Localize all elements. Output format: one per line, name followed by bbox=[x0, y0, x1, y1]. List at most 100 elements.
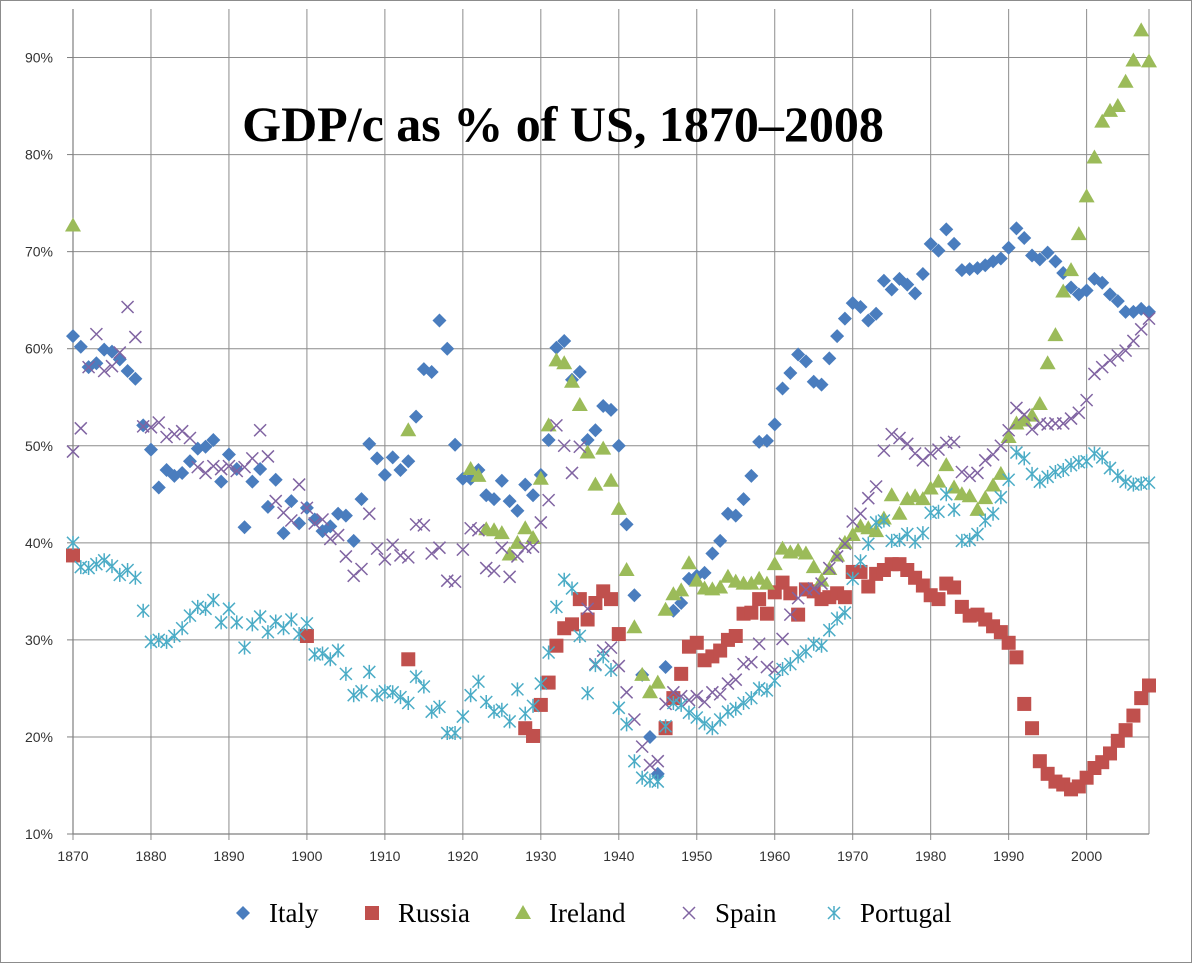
portugal-point bbox=[432, 699, 446, 714]
spain-point bbox=[300, 501, 314, 515]
spain-point bbox=[557, 439, 571, 453]
portugal-point bbox=[97, 553, 111, 568]
russia-point bbox=[572, 592, 587, 607]
portugal-point bbox=[1056, 463, 1070, 478]
portugal-point bbox=[877, 513, 891, 528]
portugal-point bbox=[261, 625, 275, 640]
portugal-point bbox=[604, 662, 618, 677]
spain-point bbox=[230, 464, 244, 478]
x-tick-label: 1950 bbox=[681, 848, 712, 864]
ireland-point bbox=[797, 545, 814, 560]
spain-point bbox=[1072, 406, 1086, 420]
spain-point bbox=[362, 507, 376, 521]
portugal-point bbox=[627, 754, 641, 769]
ireland-point bbox=[587, 476, 604, 491]
italy-point bbox=[502, 494, 517, 509]
spain-point bbox=[284, 513, 298, 528]
portugal-point bbox=[721, 704, 735, 719]
italy-point bbox=[1095, 275, 1110, 290]
spain-point bbox=[635, 740, 649, 754]
ireland-point bbox=[868, 523, 885, 538]
spain-point bbox=[432, 541, 446, 555]
italy-point bbox=[541, 432, 556, 447]
spain-point bbox=[214, 462, 228, 476]
portugal-point bbox=[214, 615, 228, 630]
x-tick-label: 2000 bbox=[1071, 848, 1102, 864]
portugal-point bbox=[830, 611, 844, 626]
russia-point bbox=[861, 579, 876, 594]
ireland-point bbox=[1117, 73, 1134, 88]
portugal-point bbox=[479, 695, 493, 709]
ireland-point bbox=[1055, 283, 1072, 298]
russia-point bbox=[713, 643, 728, 658]
portugal-point bbox=[838, 605, 852, 620]
spain-point bbox=[315, 512, 330, 527]
spain-point bbox=[160, 430, 174, 444]
spain-point bbox=[386, 538, 400, 552]
portugal-point bbox=[89, 557, 103, 572]
spain-point bbox=[144, 420, 158, 434]
spain-point bbox=[573, 440, 587, 454]
italy-point bbox=[370, 451, 385, 466]
italy-point bbox=[1048, 254, 1063, 269]
ireland-point bbox=[1047, 327, 1064, 342]
ireland-point bbox=[634, 666, 651, 681]
italy-point bbox=[253, 462, 268, 477]
portugal-point bbox=[822, 623, 836, 638]
italy-point bbox=[245, 474, 260, 489]
ireland-point bbox=[969, 501, 986, 516]
ireland-point bbox=[930, 473, 947, 488]
ireland-point bbox=[1133, 22, 1150, 37]
legend: Italy Russia Ireland Spain Portugal bbox=[236, 898, 952, 928]
spain-point bbox=[183, 431, 197, 445]
italy-point bbox=[510, 503, 525, 518]
italy-point bbox=[993, 251, 1008, 266]
italy-point bbox=[1009, 221, 1024, 236]
russia-point bbox=[611, 627, 626, 642]
portugal-point bbox=[737, 695, 751, 710]
spain-point bbox=[1017, 408, 1031, 422]
portugal-point bbox=[791, 649, 805, 664]
portugal-point bbox=[409, 669, 423, 684]
portugal-point bbox=[66, 535, 80, 550]
legend-marker-russia bbox=[365, 906, 379, 920]
italy-point bbox=[260, 499, 275, 514]
portugal-point bbox=[947, 502, 961, 517]
portugal-point bbox=[113, 567, 127, 582]
portugal-point bbox=[1095, 450, 1109, 465]
spain-point bbox=[354, 562, 369, 576]
italy-point bbox=[432, 313, 447, 328]
italy-point bbox=[884, 282, 899, 297]
spain-point bbox=[830, 549, 844, 563]
russia-point bbox=[947, 580, 962, 595]
portugal-point bbox=[1048, 464, 1062, 479]
spain-point bbox=[682, 693, 696, 707]
portugal-point bbox=[549, 599, 563, 614]
ireland-point bbox=[1141, 53, 1157, 68]
ireland-point bbox=[719, 568, 736, 583]
x-tick-label: 1910 bbox=[369, 848, 400, 864]
italy-point bbox=[915, 266, 930, 281]
italy-point bbox=[572, 365, 587, 379]
portugal-point bbox=[892, 532, 907, 547]
legend-marker-ireland bbox=[515, 905, 531, 919]
y-tick-label: 20% bbox=[25, 729, 53, 745]
italy-point bbox=[923, 236, 938, 251]
y-tick-label: 90% bbox=[25, 50, 53, 66]
spain-point bbox=[401, 550, 415, 564]
spain-point bbox=[425, 546, 439, 561]
spain-point bbox=[955, 465, 969, 479]
ireland-point bbox=[680, 555, 697, 570]
portugal-point bbox=[776, 662, 790, 676]
italy-point bbox=[642, 729, 657, 744]
spain-point bbox=[292, 478, 306, 492]
italy-point bbox=[440, 341, 455, 356]
italy-point bbox=[73, 339, 88, 354]
portugal-point bbox=[456, 709, 470, 724]
portugal-point bbox=[269, 614, 283, 629]
russia-point bbox=[1110, 733, 1125, 748]
italy-point bbox=[229, 462, 244, 477]
italy-point bbox=[1017, 231, 1032, 246]
portugal-point bbox=[526, 698, 540, 713]
